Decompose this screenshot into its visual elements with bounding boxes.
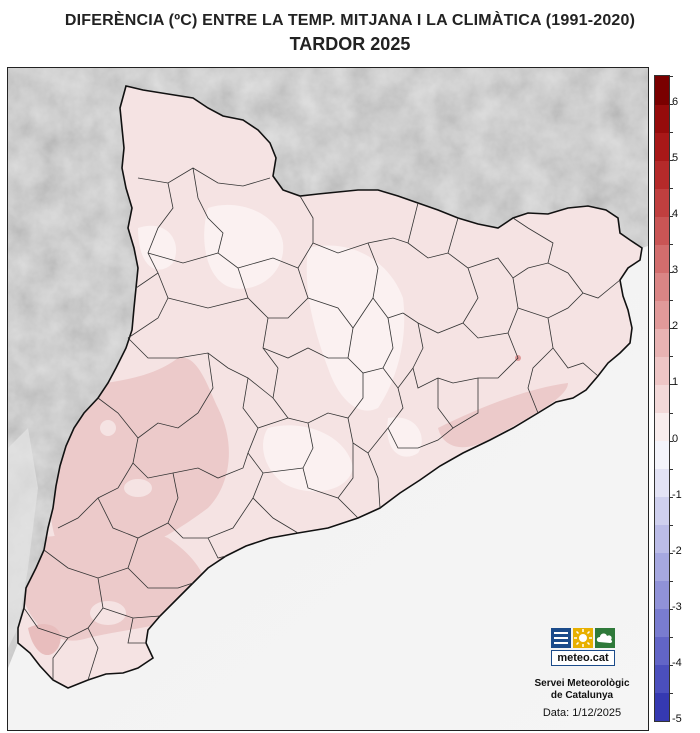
organization-line2: de Catalunya — [550, 690, 614, 701]
scale-tick-label: 0 — [672, 432, 679, 445]
logo-text: meteo.cat — [551, 650, 615, 666]
catalonia-anomaly-map — [8, 68, 648, 730]
scale-cell — [655, 272, 669, 301]
map-subtitle: TARDOR 2025 — [289, 34, 411, 54]
scale-cell — [655, 300, 669, 329]
county-boundaries — [23, 167, 621, 681]
scale-tick-label: -3 — [672, 600, 682, 613]
scale-cell — [655, 76, 669, 105]
scale-cell — [655, 244, 669, 273]
scale-cell — [655, 608, 669, 638]
scale-tick-label: 3 — [672, 264, 679, 277]
scale-tick — [669, 468, 673, 470]
scale-tick — [669, 524, 673, 526]
scale-tick — [669, 216, 673, 218]
scale-cell — [655, 580, 669, 610]
scale-tick — [669, 104, 673, 106]
sun-icon — [573, 628, 593, 648]
scale-tick — [669, 552, 673, 554]
scale-tick — [669, 608, 673, 610]
scale-cell — [655, 356, 669, 385]
color-scale-bar — [654, 75, 673, 722]
scale-cell — [655, 524, 669, 554]
scale-tick — [669, 636, 673, 638]
scale-cell — [655, 468, 669, 498]
scale-tick-label: -1 — [672, 488, 682, 501]
scale-tick — [669, 692, 673, 694]
scale-cell — [655, 692, 669, 722]
lines-icon — [551, 628, 571, 648]
cloud-icon — [595, 628, 615, 648]
scale-tick — [669, 328, 673, 330]
scale-tick — [669, 580, 673, 582]
scale-tick — [669, 132, 673, 134]
scale-tick — [669, 356, 673, 358]
scale-tick-label: -2 — [672, 544, 682, 557]
scale-cell — [655, 636, 669, 666]
catalonia-border — [17, 85, 643, 689]
scale-cell — [655, 412, 669, 442]
scale-tick — [669, 384, 673, 386]
scale-tick — [669, 412, 673, 414]
scale-tick — [669, 300, 673, 302]
scale-cell — [655, 216, 669, 245]
scale-cell — [655, 104, 669, 133]
scale-tick-label: 6 — [672, 96, 679, 109]
scale-tick — [669, 440, 673, 442]
scale-tick-label: 1 — [672, 376, 679, 389]
map-area — [7, 67, 649, 731]
meteocat-logo: meteo.cat — [551, 628, 615, 666]
scale-tick-label: -4 — [672, 656, 682, 669]
scale-cell — [655, 384, 669, 413]
scale-tick-label: 2 — [672, 320, 679, 333]
organization-line1: Servei Meteorològic — [534, 678, 630, 689]
scale-cell — [655, 160, 669, 189]
scale-tick — [669, 188, 673, 190]
scale-tick — [669, 496, 673, 498]
scale-tick — [669, 244, 673, 246]
scale-cell — [655, 132, 669, 161]
map-title: DIFERÈNCIA (ºC) ENTRE LA TEMP. MITJANA I… — [64, 12, 636, 29]
scale-cell — [655, 328, 669, 357]
scale-cell — [655, 664, 669, 694]
scale-tick — [669, 76, 673, 77]
scale-tick — [669, 664, 673, 666]
organization-name: Servei Meteorològic de Catalunya — [520, 678, 644, 702]
scale-tick — [669, 272, 673, 274]
sea — [8, 218, 648, 730]
terrain-shade-west — [8, 428, 38, 648]
scale-cell — [655, 188, 669, 217]
scale-tick-label: 5 — [672, 152, 679, 165]
scale-tick — [669, 160, 673, 162]
scale-tick-label: -5 — [672, 713, 682, 725]
scale-tick-label: 4 — [672, 208, 679, 221]
scale-cell — [655, 496, 669, 526]
scale-cell — [655, 440, 669, 470]
map-date: Data: 1/12/2025 — [542, 707, 622, 719]
scale-cell — [655, 552, 669, 582]
